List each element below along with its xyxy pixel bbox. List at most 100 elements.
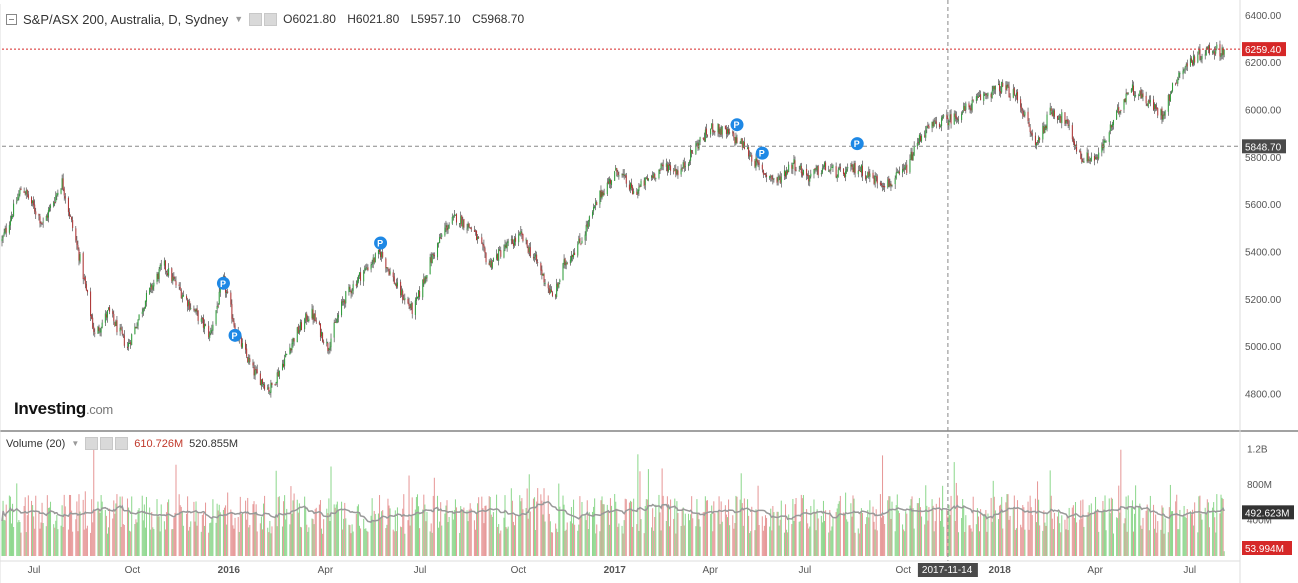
volume-bar bbox=[1013, 495, 1015, 556]
volume-bar bbox=[1029, 495, 1031, 556]
volume-bar bbox=[659, 512, 661, 556]
candle-body bbox=[231, 304, 233, 319]
candle-body bbox=[144, 300, 146, 309]
volume-bar bbox=[633, 498, 635, 556]
volume-bar bbox=[208, 532, 210, 556]
volume-bar bbox=[643, 533, 645, 556]
volume-bar bbox=[718, 496, 720, 556]
annotation-marker-3[interactable] bbox=[730, 118, 744, 132]
candle-body bbox=[119, 327, 121, 332]
volume-bar bbox=[992, 480, 994, 556]
volume-bar bbox=[1119, 512, 1121, 556]
volume-bar bbox=[360, 528, 362, 556]
candle-body bbox=[621, 174, 623, 176]
candle-body bbox=[1131, 84, 1133, 90]
candle-body bbox=[414, 300, 416, 315]
candle-body bbox=[328, 349, 330, 351]
candle-body bbox=[712, 123, 714, 133]
volume-bar bbox=[468, 509, 470, 556]
candle-body bbox=[703, 137, 705, 141]
candle-body bbox=[695, 143, 697, 154]
candle-body bbox=[1050, 108, 1052, 112]
volume-bar bbox=[916, 503, 918, 556]
volume-bar bbox=[636, 524, 638, 556]
volume-bar bbox=[689, 520, 691, 556]
volume-bar bbox=[975, 524, 977, 556]
volume-bar bbox=[660, 530, 662, 556]
volume-bar bbox=[86, 525, 88, 556]
volume-bar bbox=[227, 492, 229, 556]
volume-bar bbox=[851, 516, 853, 556]
annotation-label-1: P bbox=[232, 331, 238, 341]
volume-label[interactable]: Volume (20) bbox=[6, 437, 66, 450]
candle-body bbox=[580, 243, 582, 245]
instrument-title[interactable]: S&P/ASX 200, Australia, D, Sydney bbox=[23, 11, 229, 27]
candle-body bbox=[902, 169, 904, 173]
annotation-marker-0[interactable] bbox=[216, 276, 230, 290]
candle-body bbox=[1042, 125, 1044, 140]
volume-bar bbox=[1014, 529, 1016, 556]
volume-bar bbox=[859, 513, 861, 556]
settings-icon[interactable] bbox=[264, 12, 278, 26]
volume-bar bbox=[780, 500, 782, 556]
volume-bar bbox=[175, 464, 177, 556]
candle-body bbox=[1116, 111, 1118, 120]
collapse-icon[interactable] bbox=[6, 13, 17, 25]
annotation-marker-2[interactable] bbox=[374, 236, 388, 250]
eye-icon[interactable] bbox=[249, 12, 263, 26]
volume-bar bbox=[371, 498, 373, 556]
volume-bar bbox=[519, 495, 521, 556]
settings-icon[interactable] bbox=[100, 437, 114, 450]
volume-bar bbox=[389, 508, 391, 556]
candle-body bbox=[1037, 141, 1039, 143]
volume-bar bbox=[505, 527, 507, 556]
candle-body bbox=[201, 318, 203, 320]
chart-header: S&P/ASX 200, Australia, D, Sydney ▼ O602… bbox=[6, 9, 532, 29]
candle-body bbox=[26, 189, 28, 195]
volume-bar bbox=[308, 527, 310, 556]
volume-bar bbox=[1179, 509, 1181, 556]
volume-bar bbox=[1109, 513, 1111, 556]
candle-body bbox=[1027, 111, 1029, 122]
volume-bar bbox=[810, 505, 812, 556]
candle-body bbox=[763, 173, 765, 175]
volume-bar bbox=[609, 498, 611, 556]
candle-body bbox=[143, 308, 145, 310]
volume-bar bbox=[215, 522, 217, 556]
candle-body bbox=[979, 95, 981, 97]
candle-body bbox=[654, 173, 656, 179]
volume-bar bbox=[261, 529, 263, 556]
candle-body bbox=[698, 142, 700, 149]
volume-bar bbox=[1186, 509, 1188, 556]
candle-body bbox=[670, 165, 672, 171]
volume-bar bbox=[462, 510, 464, 556]
volume-bar bbox=[1086, 514, 1088, 556]
annotation-marker-1[interactable] bbox=[228, 328, 242, 342]
volume-bar bbox=[972, 496, 974, 556]
annotation-marker-4[interactable] bbox=[755, 146, 769, 160]
eye-icon[interactable] bbox=[85, 437, 99, 450]
dropdown-icon[interactable]: ▼ bbox=[71, 439, 80, 448]
annotation-marker-5[interactable] bbox=[850, 137, 864, 151]
volume-bar bbox=[218, 504, 220, 556]
dropdown-icon[interactable]: ▼ bbox=[234, 14, 244, 24]
volume-bar bbox=[451, 510, 453, 556]
candle-body bbox=[168, 268, 170, 276]
volume-bar bbox=[178, 494, 180, 556]
volume-bar bbox=[25, 532, 27, 556]
volume-bar bbox=[433, 477, 435, 556]
close-icon[interactable] bbox=[115, 437, 129, 450]
volume-bar bbox=[62, 526, 64, 556]
candle-body bbox=[769, 175, 771, 179]
volume-bar bbox=[452, 519, 454, 556]
volume-bar bbox=[673, 518, 675, 556]
volume-bar bbox=[646, 499, 648, 556]
candle-body bbox=[293, 338, 295, 342]
candle-body bbox=[975, 96, 977, 101]
volume-bar bbox=[53, 524, 55, 556]
volume-bar bbox=[602, 504, 604, 556]
volume-bar bbox=[193, 501, 195, 556]
candle-body bbox=[360, 272, 362, 281]
